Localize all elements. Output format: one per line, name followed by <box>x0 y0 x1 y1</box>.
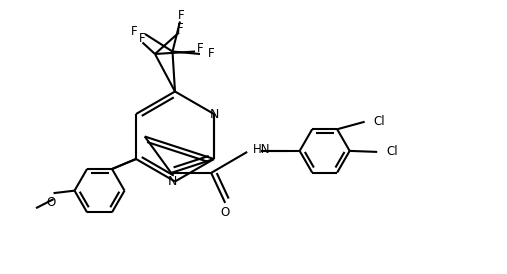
Text: F: F <box>177 9 185 22</box>
Text: N: N <box>168 175 177 188</box>
Text: N: N <box>209 107 219 121</box>
Text: F: F <box>131 25 137 38</box>
Text: Cl: Cl <box>386 145 398 158</box>
Text: Cl: Cl <box>374 115 385 128</box>
Text: F: F <box>176 22 184 36</box>
Text: O: O <box>46 196 55 209</box>
Text: F: F <box>197 42 203 56</box>
Text: F: F <box>139 33 146 45</box>
Text: F: F <box>207 47 214 61</box>
Text: HN: HN <box>253 143 271 156</box>
Text: O: O <box>221 206 230 219</box>
